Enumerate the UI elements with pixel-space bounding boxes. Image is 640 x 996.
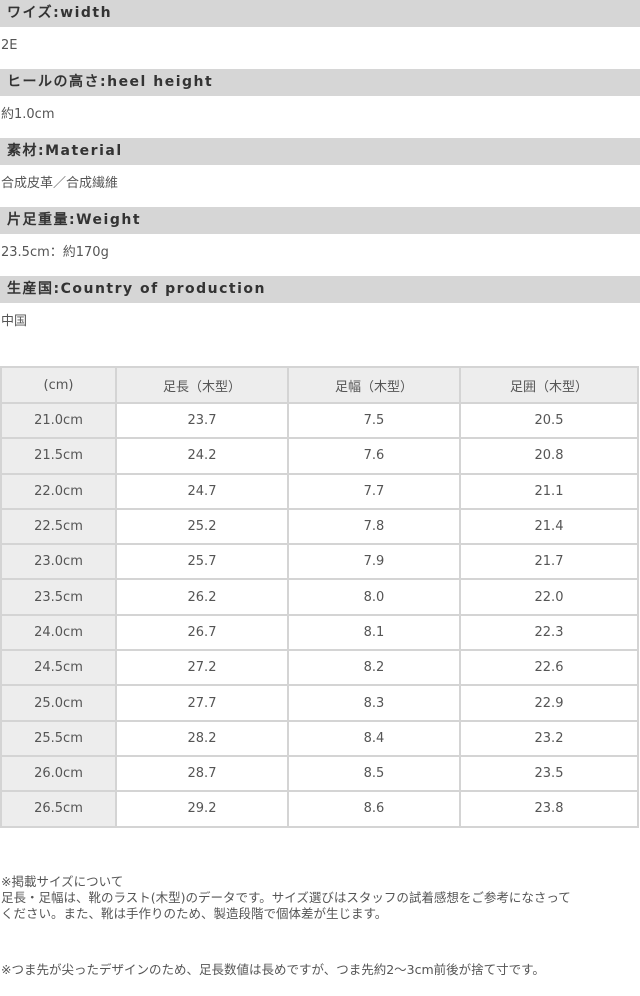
- cell-foot-width: 7.5: [287, 401, 461, 440]
- section-header-weight: 片足重量:Weight: [0, 207, 640, 234]
- cell-foot-width: 7.7: [287, 472, 461, 510]
- header-size: (cm): [0, 366, 117, 404]
- cell-size: 26.5cm: [0, 790, 117, 828]
- cell-foot-girth: 23.5: [459, 754, 639, 793]
- notes-title: ※掲載サイズについて: [1, 874, 124, 889]
- cell-size: 21.0cm: [0, 401, 117, 440]
- table-row: 23.5cm 26.2 8.0 22.0: [0, 578, 639, 616]
- table-row: 26.5cm 29.2 8.6 23.8: [0, 790, 639, 828]
- cell-foot-width: 8.5: [287, 754, 461, 793]
- cell-foot-width: 8.4: [287, 719, 461, 757]
- cell-size: 26.0cm: [0, 754, 117, 793]
- cell-foot-girth: 20.8: [459, 437, 639, 475]
- cell-foot-width: 8.1: [287, 613, 461, 652]
- table-row: 21.5cm 24.2 7.6 20.8: [0, 437, 639, 475]
- table-row: 26.0cm 28.7 8.5 23.5: [0, 754, 639, 793]
- cell-foot-length: 28.7: [115, 754, 289, 793]
- cell-foot-length: 24.7: [115, 472, 289, 510]
- cell-foot-length: 29.2: [115, 790, 289, 828]
- cell-foot-length: 26.7: [115, 613, 289, 652]
- section-value-heel-height: 約1.0cm: [1, 107, 55, 122]
- section-header-width: ワイズ:width: [0, 0, 640, 27]
- header-foot-length: 足長（木型）: [115, 366, 289, 404]
- cell-size: 22.5cm: [0, 507, 117, 546]
- cell-foot-width: 8.6: [287, 790, 461, 828]
- cell-foot-girth: 22.9: [459, 684, 639, 722]
- cell-foot-girth: 23.2: [459, 719, 639, 757]
- cell-foot-girth: 23.8: [459, 790, 639, 828]
- cell-foot-girth: 21.7: [459, 543, 639, 581]
- section-value-country: 中国: [1, 314, 28, 329]
- cell-size: 25.5cm: [0, 719, 117, 757]
- table-row: 23.0cm 25.7 7.9 21.7: [0, 543, 639, 581]
- cell-foot-girth: 20.5: [459, 401, 639, 440]
- cell-foot-width: 8.2: [287, 649, 461, 687]
- cell-size: 25.0cm: [0, 684, 117, 722]
- size-table: (cm) 足長（木型） 足幅（木型） 足囲（木型） 21.0cm 23.7 7.5 2…: [0, 366, 639, 828]
- cell-foot-length: 26.2: [115, 578, 289, 616]
- table-row: 25.0cm 27.7 8.3 22.9: [0, 684, 639, 722]
- section-header-country: 生産国:Country of production: [0, 276, 640, 303]
- cell-foot-girth: 21.4: [459, 507, 639, 546]
- cell-size: 22.0cm: [0, 472, 117, 510]
- table-header-row: (cm) 足長（木型） 足幅（木型） 足囲（木型）: [0, 366, 639, 404]
- header-foot-width: 足幅（木型）: [287, 366, 461, 404]
- table-row: 24.0cm 26.7 8.1 22.3: [0, 613, 639, 652]
- cell-size: 23.5cm: [0, 578, 117, 616]
- notes-line-1: 足長・足幅は、靴のラスト(木型)のデータです。サイズ選びはスタッフの試着感想をご…: [1, 890, 571, 905]
- cell-size: 24.5cm: [0, 649, 117, 687]
- table-row: 22.0cm 24.7 7.7 21.1: [0, 472, 639, 510]
- cell-foot-width: 7.8: [287, 507, 461, 546]
- cell-size: 21.5cm: [0, 437, 117, 475]
- table-row: 25.5cm 28.2 8.4 23.2: [0, 719, 639, 757]
- section-header-material: 素材:Material: [0, 138, 640, 165]
- section-value-width: 2E: [1, 38, 18, 53]
- cell-foot-width: 7.9: [287, 543, 461, 581]
- table-row: 22.5cm 25.2 7.8 21.4: [0, 507, 639, 546]
- cell-size: 24.0cm: [0, 613, 117, 652]
- cell-foot-length: 27.2: [115, 649, 289, 687]
- cell-size: 23.0cm: [0, 543, 117, 581]
- notes-line-2: ください。また、靴は手作りのため、製造段階で個体差が生じます。: [1, 906, 388, 921]
- cell-foot-girth: 21.1: [459, 472, 639, 510]
- cell-foot-width: 8.0: [287, 578, 461, 616]
- cell-foot-girth: 22.0: [459, 578, 639, 616]
- cell-foot-length: 28.2: [115, 719, 289, 757]
- section-value-weight: 23.5cm：約170g: [1, 245, 109, 260]
- section-value-material: 合成皮革／合成繊維: [1, 176, 119, 191]
- section-header-heel-height: ヒールの高さ:heel height: [0, 69, 640, 96]
- toe-note: ※つま先が尖ったデザインのため、足長数値は長めですが、つま先約2〜3cm前後が捨…: [1, 962, 545, 977]
- table-row: 21.0cm 23.7 7.5 20.5: [0, 401, 639, 440]
- cell-foot-width: 8.3: [287, 684, 461, 722]
- cell-foot-length: 23.7: [115, 401, 289, 440]
- cell-foot-length: 27.7: [115, 684, 289, 722]
- table-row: 24.5cm 27.2 8.2 22.6: [0, 649, 639, 687]
- cell-foot-length: 25.2: [115, 507, 289, 546]
- cell-foot-length: 25.7: [115, 543, 289, 581]
- cell-foot-width: 7.6: [287, 437, 461, 475]
- cell-foot-length: 24.2: [115, 437, 289, 475]
- cell-foot-girth: 22.6: [459, 649, 639, 687]
- cell-foot-girth: 22.3: [459, 613, 639, 652]
- header-foot-girth: 足囲（木型）: [459, 366, 639, 404]
